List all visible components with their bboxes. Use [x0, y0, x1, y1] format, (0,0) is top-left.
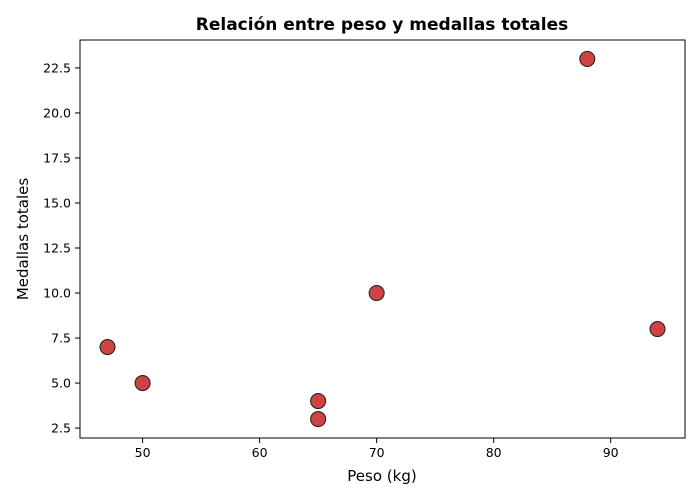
- x-tick-label: 90: [603, 445, 619, 460]
- y-tick-label: 17.5: [43, 150, 71, 165]
- y-tick-label: 10.0: [43, 286, 71, 301]
- x-axis-label: Peso (kg): [347, 467, 416, 485]
- data-point: [310, 411, 327, 428]
- x-tick-label: 80: [486, 445, 502, 460]
- y-tick-label: 12.5: [43, 241, 71, 256]
- data-point: [310, 393, 327, 410]
- y-tick-label: 20.0: [43, 105, 71, 120]
- y-axis-ticks: 2.5 5.0 7.5 10.0 12.5 15.0 17.5 20.0 22.5: [43, 60, 80, 436]
- y-tick-label: 15.0: [43, 195, 71, 210]
- data-point: [99, 339, 116, 356]
- data-point: [368, 284, 385, 302]
- y-tick-label: 2.5: [51, 421, 71, 436]
- x-tick-label: 70: [369, 445, 385, 460]
- data-point: [134, 375, 151, 392]
- x-tick-label: 60: [252, 445, 268, 460]
- y-axis-label: Medallas totales: [14, 178, 32, 301]
- plot-frame: [79, 39, 686, 439]
- y-tick-label: 7.5: [51, 331, 71, 346]
- x-tick-label: 50: [135, 445, 151, 460]
- y-tick-label: 22.5: [43, 60, 71, 75]
- data-point: [649, 320, 666, 338]
- chart-title: Relación entre peso y medallas totales: [196, 15, 568, 35]
- data-point: [579, 50, 596, 67]
- data-points: [99, 50, 666, 428]
- y-tick-label: 5.0: [51, 376, 71, 391]
- x-axis-ticks: 50 60 70 80 90: [135, 438, 619, 460]
